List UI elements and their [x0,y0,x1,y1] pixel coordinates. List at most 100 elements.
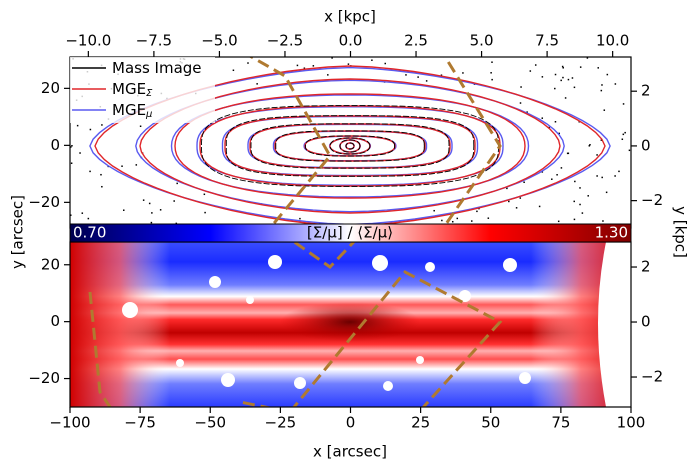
contour [345,142,355,150]
noise [554,87,556,90]
x-tick-label: −25 [265,414,297,432]
contour [221,115,479,177]
dust-lane-outline [239,242,503,407]
x-tick-label: −2.5 [267,32,303,50]
legend-name: MGE [112,80,146,98]
noise [476,210,478,213]
noise [296,64,299,67]
noise [567,78,570,81]
y-tick-label: 20 [41,255,60,273]
noise [490,72,492,74]
dust-lane-outline [88,291,112,407]
noise [451,220,454,223]
noise [433,209,435,212]
noise [173,200,175,202]
y-tick-label: −20 [28,193,60,211]
noise [622,103,625,105]
noise [487,217,490,219]
contour [275,130,425,162]
y-axis-label: y [arcsec] [9,195,27,269]
contour [94,65,606,227]
contour [304,135,396,157]
noise [624,131,626,134]
noise [560,167,563,169]
noise [331,57,333,59]
noise [70,162,73,164]
x-tick-label: −75 [124,414,156,432]
noise [151,212,153,214]
noise [587,195,589,197]
contour [196,106,504,186]
noise [87,217,90,220]
noise [534,64,537,66]
image-panel [70,242,631,407]
noise [574,180,576,183]
noise [101,124,103,126]
noise [601,84,603,86]
mask [519,372,531,384]
x-tick-label: 100 [617,414,646,432]
legend-name: Mass Image [112,59,202,77]
x-tick-label: −100 [49,414,90,432]
noise [312,65,315,67]
y-tick-label: 20 [41,79,60,97]
noise [541,117,544,119]
noise [581,212,584,214]
noise [564,97,567,99]
x-tick-label: 75 [551,414,570,432]
contour [250,123,450,169]
noise [573,218,576,221]
contour [303,135,397,157]
noise [135,164,138,166]
noise [506,187,508,190]
noise [558,132,560,135]
dust-lane-outline [248,57,332,228]
noise [441,219,443,222]
contour [89,66,611,226]
mask [294,377,306,389]
noise [541,171,544,173]
noise [573,86,576,89]
noise [81,212,84,214]
noise [600,139,603,141]
noise [557,220,560,223]
ratio-map-edge [70,242,170,407]
mask [383,381,393,391]
legend-subscript: μ [145,109,152,120]
noise [89,170,91,173]
contour [201,105,499,187]
noise [606,73,609,76]
x-tick-label: −50 [194,414,226,432]
noise [538,205,541,208]
noise [562,76,564,79]
contour [329,137,371,155]
y-tick-label: 2 [641,258,651,276]
noise [384,62,386,65]
noise [588,145,591,147]
noise [491,78,493,81]
legend-name: MGE [112,101,146,119]
noise [571,77,574,79]
x-tick-label: 2.5 [404,32,428,50]
noise [347,63,350,65]
noise [573,200,575,203]
x-tick-label: 50 [481,414,500,432]
y-tick-label: 0 [50,136,60,154]
contour [249,123,451,169]
contour-panel [70,57,631,228]
noise [562,67,564,69]
contour [329,137,371,155]
colorbar-tick-label: 1.30 [595,224,628,242]
contour [225,115,475,177]
noise [247,62,249,64]
mask [246,296,254,304]
noise [425,80,428,82]
noise [579,187,581,189]
mask [122,302,138,318]
noise [621,138,624,141]
noise [579,203,581,206]
y-tick-label: 0 [641,136,651,154]
noise [175,222,178,225]
y-tick-label: 2 [641,82,651,100]
